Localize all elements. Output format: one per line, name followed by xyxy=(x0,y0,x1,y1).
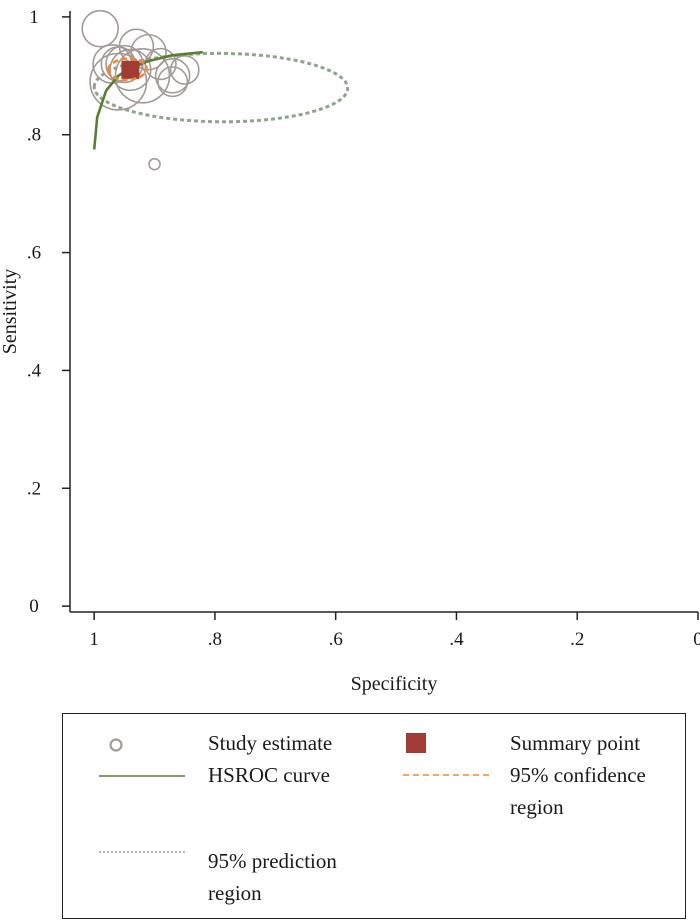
y-tick-label-0: 0 xyxy=(29,596,39,617)
study-estimate-point-10 xyxy=(144,47,177,81)
y-tick-label-4: .8 xyxy=(27,125,41,146)
x-tick-label-4: .2 xyxy=(570,629,584,650)
y-axis-title: Sensitivity xyxy=(0,269,21,355)
sroc-plot: 0 .2 .4 .6 .8 1 1 .8 .6 .4 .2 0 Specificity Sensitivi… xyxy=(0,7,700,695)
study-estimate-point-7 xyxy=(109,48,152,92)
legend-study-estimate: Study estimate xyxy=(208,731,333,755)
x-tick-label-0: 1 xyxy=(89,629,99,650)
confidence-region-ellipse xyxy=(106,57,148,82)
legend-prediction-region-line2: region xyxy=(208,881,262,905)
axes: 0 .2 .4 .6 .8 1 1 .8 .6 .4 .2 0 Specificity Sensitivi… xyxy=(0,7,700,695)
study-estimate-point-12 xyxy=(169,55,200,85)
legend: Study estimate Summary point HSROC curve… xyxy=(62,713,686,919)
study-estimate-point-13 xyxy=(157,66,189,98)
study-estimate-point-14 xyxy=(148,157,161,171)
x-tick-label-2: .6 xyxy=(329,629,343,650)
x-tick-label-3: .4 xyxy=(449,629,464,650)
y-tick-label-5: 1 xyxy=(29,7,39,28)
study-estimate-point-1 xyxy=(81,9,119,48)
hsroc-legend-symbol xyxy=(99,775,185,777)
summary-point-legend-symbol xyxy=(406,733,426,753)
study-estimate-legend-symbol xyxy=(109,738,123,752)
confidence-legend-symbol xyxy=(403,774,489,776)
legend-summary-point: Summary point xyxy=(510,731,641,755)
y-tick-label-3: .6 xyxy=(27,243,41,264)
legend-hsroc-curve: HSROC curve xyxy=(208,763,330,787)
y-tick-label-1: .2 xyxy=(27,478,41,499)
legend-prediction-region-line1: 95% prediction xyxy=(208,849,337,873)
x-axis-title: Specificity xyxy=(351,673,438,695)
study-estimate-point-11 xyxy=(154,58,191,94)
summary-point xyxy=(121,60,140,79)
plot-content xyxy=(81,9,350,171)
prediction-legend-symbol xyxy=(99,851,185,853)
legend-confidence-region-line2: region xyxy=(510,795,564,819)
legend-confidence-region-line1: 95% confidence xyxy=(510,763,646,787)
y-tick-label-2: .4 xyxy=(27,360,42,381)
x-tick-label-5: 0 xyxy=(693,629,700,650)
x-tick-label-1: .8 xyxy=(208,629,222,650)
